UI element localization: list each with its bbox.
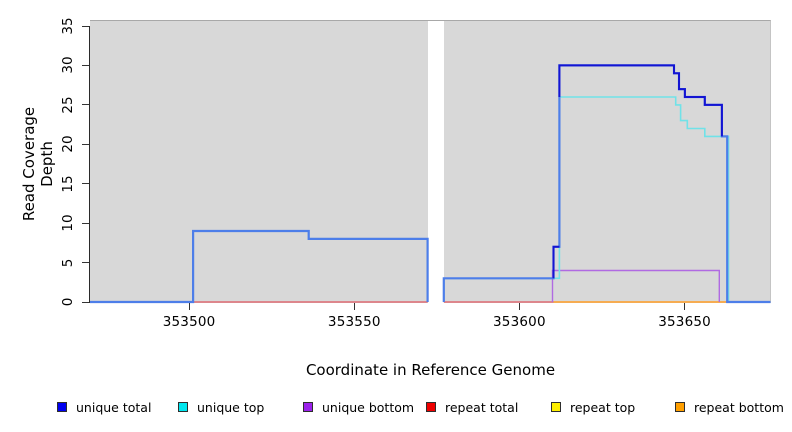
legend-swatch xyxy=(178,402,188,412)
y-tick-label: 10 xyxy=(60,214,76,232)
legend-swatch xyxy=(426,402,436,412)
series-line-unique-total-distinct xyxy=(558,64,723,137)
series-line-unique-bottom xyxy=(551,269,720,302)
legend-item-repeat-top: repeat top xyxy=(551,398,635,416)
series-line-unique-top xyxy=(442,96,771,303)
y-tick-mark xyxy=(82,143,89,145)
legend-swatch xyxy=(675,402,685,412)
y-tick-label: 5 xyxy=(60,258,76,267)
y-tick-mark xyxy=(82,262,89,264)
x-tick-mark xyxy=(684,303,686,310)
x-tick-label: 353650 xyxy=(658,314,711,330)
y-tick-label: 0 xyxy=(60,297,76,307)
y-tick-label: 35 xyxy=(60,17,76,35)
legend-label: repeat top xyxy=(570,399,636,415)
legend-label: repeat bottom xyxy=(694,399,784,415)
legend-item-repeat-bottom: repeat bottom xyxy=(675,398,784,416)
x-tick-mark xyxy=(518,303,520,310)
legend-label: unique total xyxy=(76,399,152,415)
x-tick-mark xyxy=(353,303,355,310)
no-data-gap xyxy=(427,21,444,304)
x-tick-label: 353500 xyxy=(162,314,216,330)
x-tick-mark xyxy=(188,303,190,310)
y-tick-mark xyxy=(82,183,89,185)
x-axis-title: Coordinate in Reference Genome xyxy=(305,361,556,379)
series-line-unique-total-distinct xyxy=(552,245,560,279)
y-tick-label: 25 xyxy=(60,96,76,114)
y-tick-label: 20 xyxy=(60,135,76,153)
series-line-unique-total-overlapping-unique-top xyxy=(90,229,429,304)
y-tick-mark xyxy=(82,104,89,106)
y-tick-label: 15 xyxy=(60,175,76,193)
y-axis-line xyxy=(89,26,90,303)
y-tick-label: 30 xyxy=(60,56,76,74)
y-tick-mark xyxy=(82,64,89,66)
legend-label: unique bottom xyxy=(322,399,415,415)
legend-item-repeat-total: repeat total xyxy=(426,398,518,416)
x-tick-label: 353550 xyxy=(327,314,381,330)
legend-item-unique-top: unique top xyxy=(178,398,264,416)
legend-swatch xyxy=(57,402,67,412)
legend-swatch xyxy=(303,402,313,412)
legend-swatch xyxy=(551,402,561,412)
legend-item-unique-bottom: unique bottom xyxy=(303,398,414,416)
x-tick-label: 353600 xyxy=(493,314,546,330)
legend-label: repeat total xyxy=(445,399,519,415)
y-tick-mark xyxy=(82,25,89,27)
y-tick-mark xyxy=(82,222,89,224)
series-line-unique-top xyxy=(90,230,429,303)
y-axis-title: Read Coverage Depth xyxy=(20,106,56,222)
y-tick-mark xyxy=(82,301,89,303)
legend-label: unique top xyxy=(197,399,265,415)
series-line-unique-total-overlapping-unique-top xyxy=(442,64,771,304)
legend-item-unique-total: unique total xyxy=(57,398,151,416)
